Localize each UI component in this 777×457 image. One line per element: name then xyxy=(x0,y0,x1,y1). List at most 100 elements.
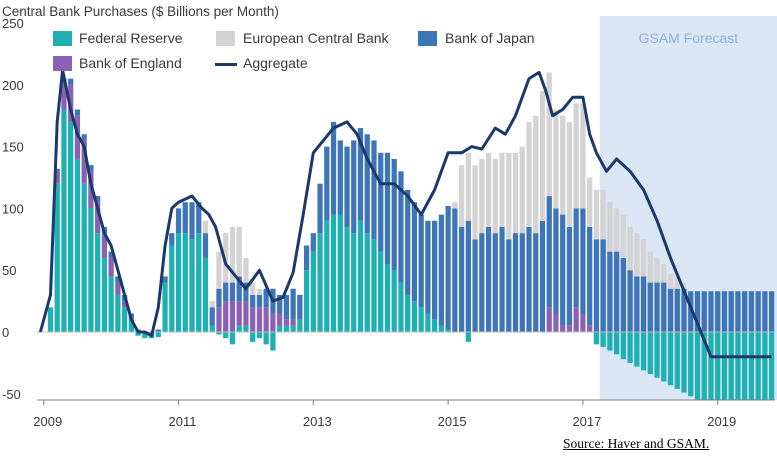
bar-bank-of-japan xyxy=(674,288,680,333)
bar-bank-of-japan xyxy=(479,233,485,333)
bar-bank-of-japan xyxy=(256,294,263,308)
bar-federal-reserve xyxy=(303,270,310,333)
bar-bank-of-japan xyxy=(330,121,337,215)
bar-bank-of-england xyxy=(236,301,242,326)
bar-federal-reserve xyxy=(681,332,687,393)
bar-federal-reserve xyxy=(607,332,613,351)
bar-bank-of-japan xyxy=(425,220,431,314)
source-note[interactable]: Source: Haver and GSAM. xyxy=(563,436,710,451)
bar-european-central-bank xyxy=(566,121,573,227)
bar-bank-of-japan xyxy=(553,208,559,314)
x-tick-label: 2017 xyxy=(572,414,601,429)
bar-bank-of-japan xyxy=(526,226,532,333)
bar-federal-reserve xyxy=(270,332,276,351)
bar-federal-reserve xyxy=(694,332,701,400)
bar-european-central-bank xyxy=(661,264,667,283)
bar-bank-of-england xyxy=(81,140,87,184)
bar-bank-of-japan xyxy=(317,183,323,234)
x-tick-label: 2011 xyxy=(169,414,197,429)
bar-federal-reserve xyxy=(95,233,101,333)
bar-federal-reserve xyxy=(54,183,60,333)
bar-federal-reserve xyxy=(371,239,377,333)
bar-federal-reserve xyxy=(135,332,141,336)
bar-federal-reserve xyxy=(735,332,741,400)
bar-federal-reserve xyxy=(465,332,471,342)
bar-federal-reserve xyxy=(432,319,438,333)
bar-federal-reserve xyxy=(310,251,316,333)
bar-federal-reserve xyxy=(748,332,755,400)
bar-bank-of-japan xyxy=(640,276,647,333)
bar-european-central-bank xyxy=(479,158,485,234)
bar-bank-of-japan xyxy=(728,291,734,333)
bar-bank-of-japan xyxy=(560,214,566,326)
bar-european-central-bank xyxy=(512,152,519,234)
bar-bank-of-japan xyxy=(735,291,741,333)
bar-federal-reserve xyxy=(162,282,168,333)
bar-bank-of-japan xyxy=(647,282,653,333)
bar-european-central-bank xyxy=(533,115,539,234)
bar-european-central-bank xyxy=(492,158,498,234)
bar-federal-reserve xyxy=(209,325,215,333)
bar-federal-reserve xyxy=(189,239,195,333)
bar-european-central-bank xyxy=(243,257,249,283)
bar-federal-reserve xyxy=(391,270,397,333)
bar-bank-of-england xyxy=(283,319,289,326)
bar-european-central-bank xyxy=(627,226,633,271)
bar-federal-reserve xyxy=(216,332,222,335)
bar-bank-of-england xyxy=(95,202,101,234)
bar-bank-of-japan xyxy=(573,208,579,308)
bar-european-central-bank xyxy=(209,301,215,308)
bar-federal-reserve xyxy=(223,332,229,339)
bar-federal-reserve xyxy=(405,294,411,333)
bar-bank-of-japan xyxy=(357,128,364,221)
bar-bank-of-england xyxy=(101,233,108,258)
bar-bank-of-japan xyxy=(337,140,343,215)
bar-bank-of-england xyxy=(229,301,236,333)
bar-bank-of-japan xyxy=(297,294,303,320)
bar-bank-of-japan xyxy=(250,294,256,308)
x-tick-label: 2009 xyxy=(33,414,62,429)
bar-bank-of-japan xyxy=(202,233,209,258)
y-tick-label: -50 xyxy=(2,387,21,402)
bar-federal-reserve xyxy=(317,233,323,333)
bar-bank-of-japan xyxy=(162,276,168,283)
bar-series xyxy=(47,72,775,400)
bar-bank-of-japan xyxy=(661,282,667,333)
bar-federal-reserve xyxy=(688,332,694,397)
bar-bank-of-japan xyxy=(81,134,87,141)
bar-federal-reserve xyxy=(263,332,269,345)
bar-european-central-bank xyxy=(667,273,674,289)
bar-bank-of-japan xyxy=(452,208,458,333)
bar-bank-of-japan xyxy=(748,291,755,333)
bar-bank-of-japan xyxy=(708,291,714,333)
bar-european-central-bank xyxy=(539,90,546,221)
bar-federal-reserve xyxy=(61,109,67,333)
y-tick-label: 200 xyxy=(2,78,24,93)
y-axis-ticks: 250 200 150 100 50 0 -50 xyxy=(2,16,24,402)
bar-european-central-bank xyxy=(216,251,222,289)
bar-bank-of-england xyxy=(587,325,593,333)
x-axis-ticks: 2009 2011 2013 2015 2017 2019 xyxy=(33,400,736,429)
bar-bank-of-england xyxy=(277,313,283,326)
bar-bank-of-japan xyxy=(229,282,236,302)
bar-bank-of-japan xyxy=(310,233,316,252)
bar-federal-reserve xyxy=(330,214,337,333)
bar-federal-reserve xyxy=(728,332,734,400)
bar-european-central-bank xyxy=(600,189,606,240)
bar-bank-of-japan xyxy=(607,251,613,333)
bar-bank-of-japan xyxy=(627,270,633,333)
bar-european-central-bank xyxy=(506,152,512,240)
bar-bank-of-england xyxy=(546,307,552,333)
bar-bank-of-japan xyxy=(411,202,418,302)
bar-bank-of-japan xyxy=(506,239,512,333)
bar-european-central-bank xyxy=(681,282,687,289)
bar-bank-of-japan xyxy=(742,291,748,333)
bar-european-central-bank xyxy=(499,152,505,227)
bar-bank-of-japan xyxy=(600,239,606,333)
bar-federal-reserve xyxy=(142,332,148,339)
bar-bank-of-japan xyxy=(593,239,600,333)
bar-european-central-bank xyxy=(634,233,640,277)
bar-bank-of-japan xyxy=(182,202,188,234)
bar-federal-reserve xyxy=(243,325,249,333)
